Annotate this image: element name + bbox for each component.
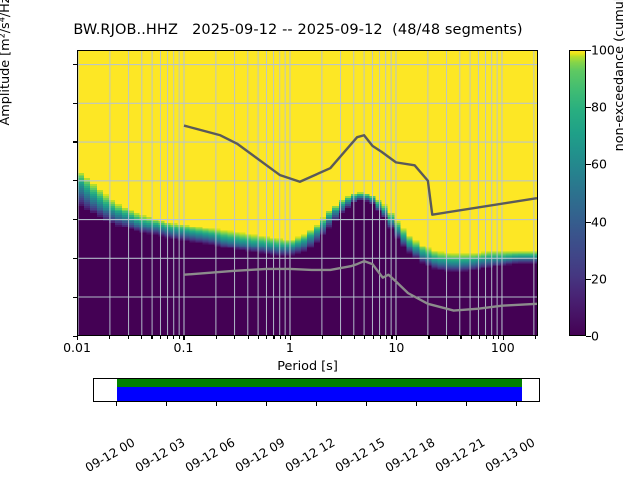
x-tick-mark-minor [354,336,356,339]
colorbar-tick-mark-3 [586,164,591,166]
x-tick-mark-minor [386,336,388,339]
x-tick-mark-minor [215,336,217,339]
x-tick-mark-minor [166,336,169,339]
x-tick-mark-minor [257,336,259,339]
y-tick-mark-6 [73,102,77,104]
data-coverage-axes[interactable] [93,378,540,402]
x-tick-mark-minor [486,336,488,339]
colorbar-tick-mark-2 [586,221,591,223]
x-tick-mark-minor [127,336,129,339]
x-tick-mark-minor [273,336,275,339]
colorbar-tick-label-5: 100 [591,42,615,58]
colorbar-tick-label-4: 80 [591,99,607,115]
x-tick-mark-minor [321,336,324,339]
colorbar-tick-mark-4 [586,107,591,109]
x-tick-mark-minor [492,336,494,339]
colorbar-tick-label-1: 20 [591,271,607,287]
timeline-tick-label-5: 09-12 15 [332,435,388,475]
x-tick-label-1: 0.1 [173,340,194,355]
timeline-tick-mark-6 [416,402,418,406]
timeline-tick-label-3: 09-12 09 [232,435,288,475]
x-tick-mark-minor [379,336,381,339]
x-tick-mark-minor [178,336,180,339]
y-axis-label: Amplitude [m²/s⁴/Hz] [dB] [0,0,13,126]
ppsd-density-heatmap [78,51,537,335]
x-tick-mark-minor [151,336,153,339]
timeline-tick-mark-3 [266,402,268,406]
timeline-tick-label-7: 09-12 21 [432,435,488,475]
y-tick-mark-7 [73,63,77,65]
y-tick-mark-1 [73,297,77,299]
timeline-tick-mark-2 [216,402,218,406]
x-tick-mark-minor [141,336,143,339]
timeline-tick-mark-7 [466,402,468,406]
x-tick-mark-minor [173,336,175,339]
colorbar-tick-mark-1 [586,278,591,280]
x-tick-mark-minor [159,336,161,339]
timeline-tick-mark-1 [166,402,168,406]
y-tick-mark-2 [73,258,77,260]
colorbar-tick-label-3: 60 [591,156,607,172]
x-tick-mark-minor [279,336,281,339]
x-tick-mark-minor [285,336,287,339]
x-tick-mark-minor [470,336,472,339]
x-tick-label-0: 0.01 [63,340,91,355]
colorbar-label: non-exceedance (cumulative) [%] [612,0,627,152]
x-tick-mark-4 [502,336,504,340]
y-tick-mark-0 [73,336,77,338]
timeline-tick-label-2: 09-12 06 [182,435,238,475]
colorbar-tick-label-2: 40 [591,214,607,230]
x-tick-mark-minor [460,336,462,339]
y-tick-mark-3 [73,219,77,221]
x-tick-label-4: 100 [490,340,515,355]
x-tick-mark-minor [109,336,111,339]
x-tick-mark-minor [340,336,342,339]
x-tick-mark-minor [447,336,449,339]
x-tick-mark-minor [234,336,236,339]
timeline-tick-label-1: 09-12 03 [132,435,188,475]
x-axis-label: Period [s] [277,359,338,374]
ppsd-histogram-axes[interactable] [77,50,538,336]
x-tick-mark-minor [247,336,249,339]
y-tick-mark-5 [73,141,77,143]
figure-title: BW.RJOB..HHZ 2025-09-12 -- 2025-09-12 (4… [73,22,523,38]
x-tick-mark-1 [183,336,185,340]
timeline-tick-label-6: 09-12 18 [382,435,438,475]
x-tick-mark-minor [372,336,374,339]
x-tick-mark-minor [479,336,481,339]
colorbar-tick-mark-0 [586,336,591,338]
colorbar-tick-label-0: 0 [591,328,599,344]
timeline-tick-label-4: 09-12 12 [282,435,338,475]
colorbar [569,50,586,336]
timeline-tick-mark-0 [116,402,118,406]
timeline-tick-mark-4 [316,402,318,406]
x-tick-label-3: 10 [388,340,405,355]
x-tick-label-2: 1 [285,340,294,355]
x-tick-mark-minor [534,336,536,339]
colorbar-tick-mark-5 [586,50,591,52]
timeline-tick-mark-5 [366,402,368,406]
coverage-band-green [117,379,522,388]
x-tick-mark-2 [289,336,291,340]
x-tick-mark-minor [266,336,268,339]
x-tick-mark-3 [396,336,398,340]
data-coverage-bar [117,379,522,401]
x-tick-mark-minor [364,336,366,339]
y-tick-mark-4 [73,180,77,182]
x-tick-mark-minor [428,336,430,339]
coverage-band-blue [117,387,522,401]
timeline-tick-mark-8 [516,402,518,406]
timeline-tick-label-0: 09-12 00 [82,435,138,475]
timeline-tick-label-8: 09-13 00 [482,435,538,475]
x-tick-mark-0 [77,336,79,340]
x-tick-mark-minor [497,336,500,339]
x-tick-mark-minor [391,336,393,339]
